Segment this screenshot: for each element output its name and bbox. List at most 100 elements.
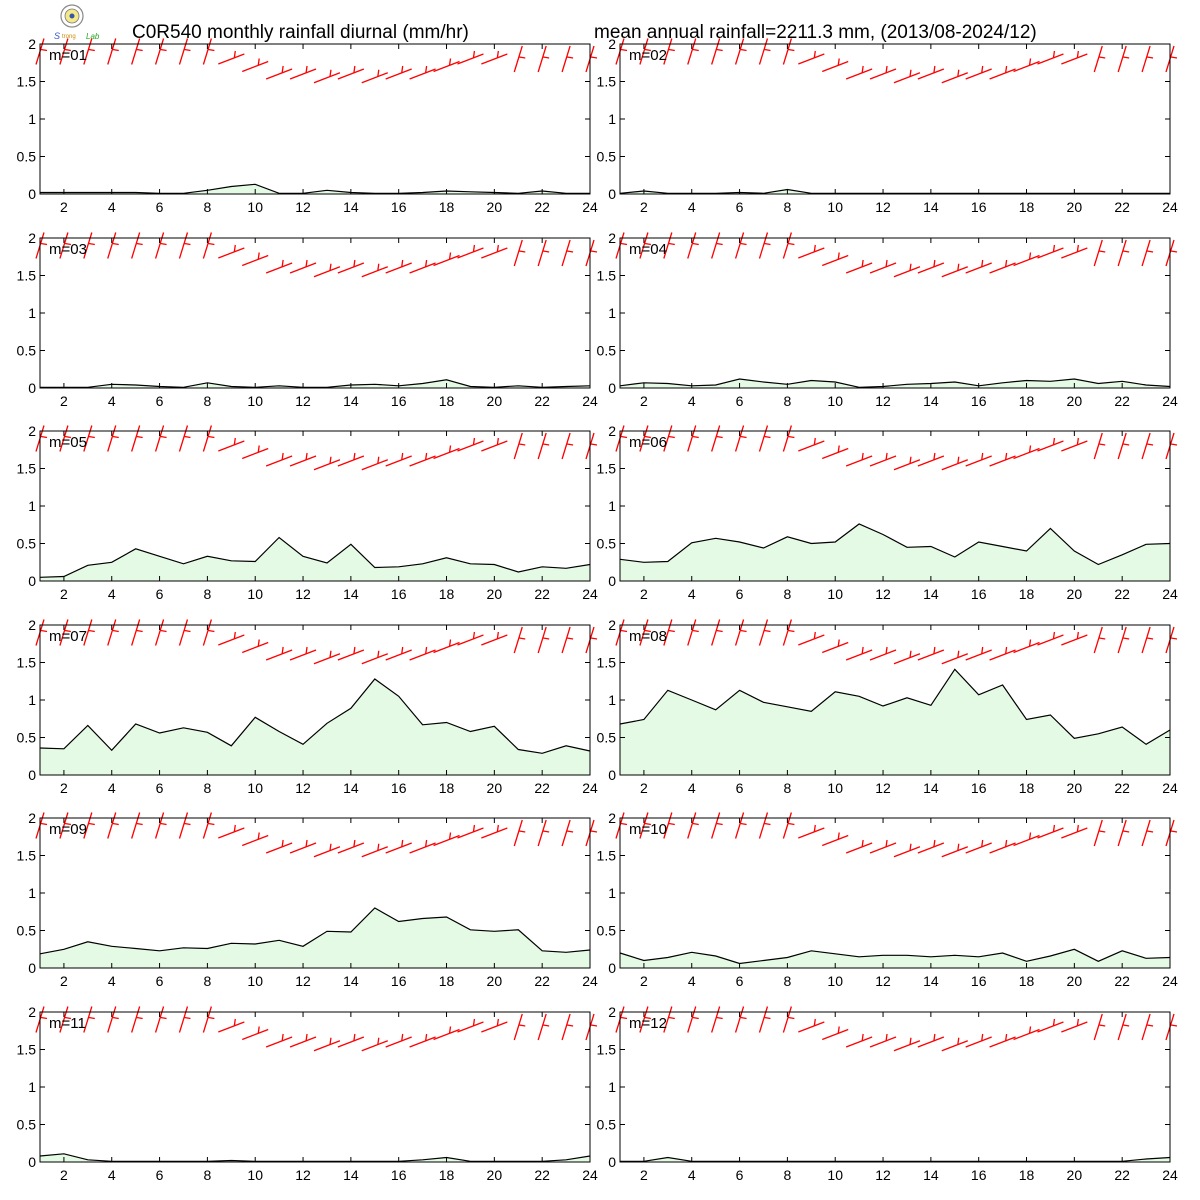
x-tick-label: 14	[923, 780, 939, 796]
wind-barb	[481, 50, 508, 65]
x-tick-label: 12	[295, 586, 311, 602]
y-tick-label: 1	[28, 305, 36, 321]
x-tick-label: 4	[688, 1167, 696, 1183]
wind-barb	[537, 626, 550, 654]
x-tick-label: 20	[1067, 393, 1083, 409]
x-tick-label: 18	[1019, 780, 1035, 796]
x-tick-label: 24	[582, 393, 598, 409]
x-tick-label: 2	[640, 780, 648, 796]
wind-barb	[845, 452, 873, 467]
wind-barb	[917, 259, 945, 274]
plot-frame	[39, 1011, 591, 1163]
wind-barb	[1141, 819, 1154, 847]
wind-barb	[989, 452, 1016, 467]
wind-barb	[289, 839, 317, 854]
x-tick-label: 2	[640, 1167, 648, 1183]
x-tick-label: 4	[688, 199, 696, 215]
wind-barb	[1037, 824, 1064, 839]
wind-barb	[35, 425, 48, 452]
month-label: m=06	[629, 434, 667, 451]
x-tick-label: 12	[875, 199, 891, 215]
wind-barb	[1141, 1013, 1154, 1041]
rain-line	[619, 188, 1170, 194]
wind-barb	[313, 1037, 341, 1052]
x-tick-label: 16	[391, 199, 407, 215]
x-tick-label: 24	[1162, 973, 1178, 989]
x-tick-label: 8	[203, 780, 211, 796]
y-tick-label: 1	[608, 692, 616, 708]
y-tick-label: 0.5	[597, 343, 617, 359]
wind-barb	[457, 631, 484, 646]
svg-text:S: S	[54, 31, 60, 41]
wind-barb	[83, 425, 95, 452]
x-tick-label: 6	[736, 973, 744, 989]
panel-m=05: 00.511.522 4 6 8 10 12 14 16 18 20 22 24m=05	[17, 423, 598, 602]
x-tick-label: 16	[391, 393, 407, 409]
wind-barb	[663, 619, 675, 646]
wind-barb	[758, 1006, 771, 1033]
y-tick-label: 2	[608, 617, 616, 633]
wind-barb	[131, 812, 143, 839]
wind-barb	[1037, 1018, 1064, 1033]
wind-barb	[734, 425, 747, 452]
x-tick-label: 10	[247, 393, 263, 409]
y-tick-label: 0.5	[17, 1117, 37, 1133]
x-tick-label: 22	[1114, 586, 1130, 602]
x-tick-label: 6	[156, 199, 164, 215]
y-tick-label: 0.5	[17, 536, 37, 552]
wind-barb	[1093, 819, 1106, 847]
x-tick-label: 2	[640, 586, 648, 602]
wind-barb	[734, 812, 747, 839]
wind-barb	[409, 452, 436, 467]
x-tick-label: 16	[391, 780, 407, 796]
panel-m=09: 00.511.522 4 6 8 10 12 14 16 18 20 22 24m=09	[17, 810, 598, 989]
month-label: m=10	[629, 821, 667, 838]
wind-barb	[241, 445, 269, 460]
wind-barb	[798, 824, 825, 839]
rain-area	[620, 949, 1170, 968]
wind-barb	[845, 646, 873, 661]
panels: 00.511.522 4 6 8 10 12 14 16 18 20 22 24m=0100.511.…	[17, 36, 1178, 1183]
x-tick-label: 14	[343, 973, 359, 989]
rain-line	[40, 183, 590, 194]
y-tick-label: 0.5	[17, 149, 37, 165]
wind-barb	[734, 619, 747, 646]
y-tick-label: 1.5	[17, 268, 37, 284]
x-tick-label: 16	[971, 973, 987, 989]
x-tick-label: 4	[688, 973, 696, 989]
x-tick-label: 14	[923, 973, 939, 989]
wind-barb	[202, 232, 215, 259]
wind-barb	[561, 432, 574, 460]
y-tick-label: 1.5	[597, 655, 617, 671]
rain-line	[39, 907, 591, 955]
wind-barb	[1013, 252, 1040, 267]
wind-barb	[893, 263, 921, 278]
wind-barb	[289, 646, 317, 661]
wind-barb	[1117, 432, 1130, 460]
y-tick-label: 1.5	[597, 1042, 617, 1058]
x-tick-label: 4	[688, 586, 696, 602]
x-tick-label: 8	[203, 973, 211, 989]
wind-barb	[782, 1006, 795, 1033]
x-tick-label: 18	[1019, 973, 1035, 989]
x-tick-label: 24	[1162, 780, 1178, 796]
x-tick-label: 2	[60, 393, 68, 409]
wind-barb	[941, 843, 969, 858]
x-tick-label: 10	[827, 586, 843, 602]
y-tick-label: 0	[608, 186, 616, 202]
wind-barb	[1013, 445, 1040, 460]
wind-barb	[1141, 432, 1154, 460]
wind-barb	[178, 232, 191, 259]
wind-barb	[798, 50, 825, 65]
y-tick-label: 1	[28, 885, 36, 901]
wind-barb	[1165, 239, 1178, 267]
x-tick-label: 14	[343, 1167, 359, 1183]
wind-barb	[1061, 244, 1088, 259]
x-tick-label: 4	[688, 780, 696, 796]
wind-barb	[537, 239, 550, 267]
wind-barb	[313, 69, 341, 84]
x-tick-label: 6	[736, 393, 744, 409]
wind-barb	[798, 1018, 825, 1033]
wind-barb	[433, 445, 460, 460]
wind-barb	[917, 839, 945, 854]
